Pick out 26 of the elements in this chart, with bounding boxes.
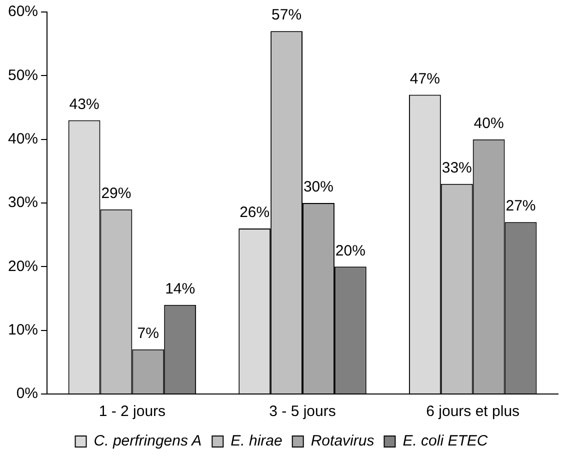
data-label: 47% xyxy=(410,70,440,88)
data-label: 14% xyxy=(165,280,196,298)
data-label: 40% xyxy=(474,114,504,132)
y-tick-label: 30% xyxy=(8,194,38,212)
y-tick-label: 0% xyxy=(16,385,38,402)
y-tick-label: 40% xyxy=(8,130,38,148)
y-tick-label: 50% xyxy=(8,66,38,84)
y-tick-label: 20% xyxy=(8,258,38,275)
y-tick-label: 10% xyxy=(8,321,38,338)
x-tick-label: 3 - 5 jours xyxy=(269,403,336,420)
data-label: 29% xyxy=(101,185,132,202)
x-tick-label: 1 - 2 jours xyxy=(98,403,166,420)
legend-label: E. hirae xyxy=(230,432,282,450)
data-label: 26% xyxy=(240,204,270,222)
data-label: 7% xyxy=(137,325,159,342)
legend-label: Rotavirus xyxy=(310,432,375,450)
x-tick-label: 6 jours et plus xyxy=(426,403,520,420)
data-label: 43% xyxy=(69,96,100,113)
legend-label: C. perfringens A xyxy=(94,432,202,450)
data-label: 33% xyxy=(442,160,472,177)
data-label: 27% xyxy=(506,198,536,215)
y-tick-label: 60% xyxy=(8,3,38,20)
data-label: 57% xyxy=(272,6,302,24)
data-label: 20% xyxy=(335,242,366,260)
data-label: 30% xyxy=(303,178,334,196)
legend-label: E. coli ETEC xyxy=(402,432,488,450)
